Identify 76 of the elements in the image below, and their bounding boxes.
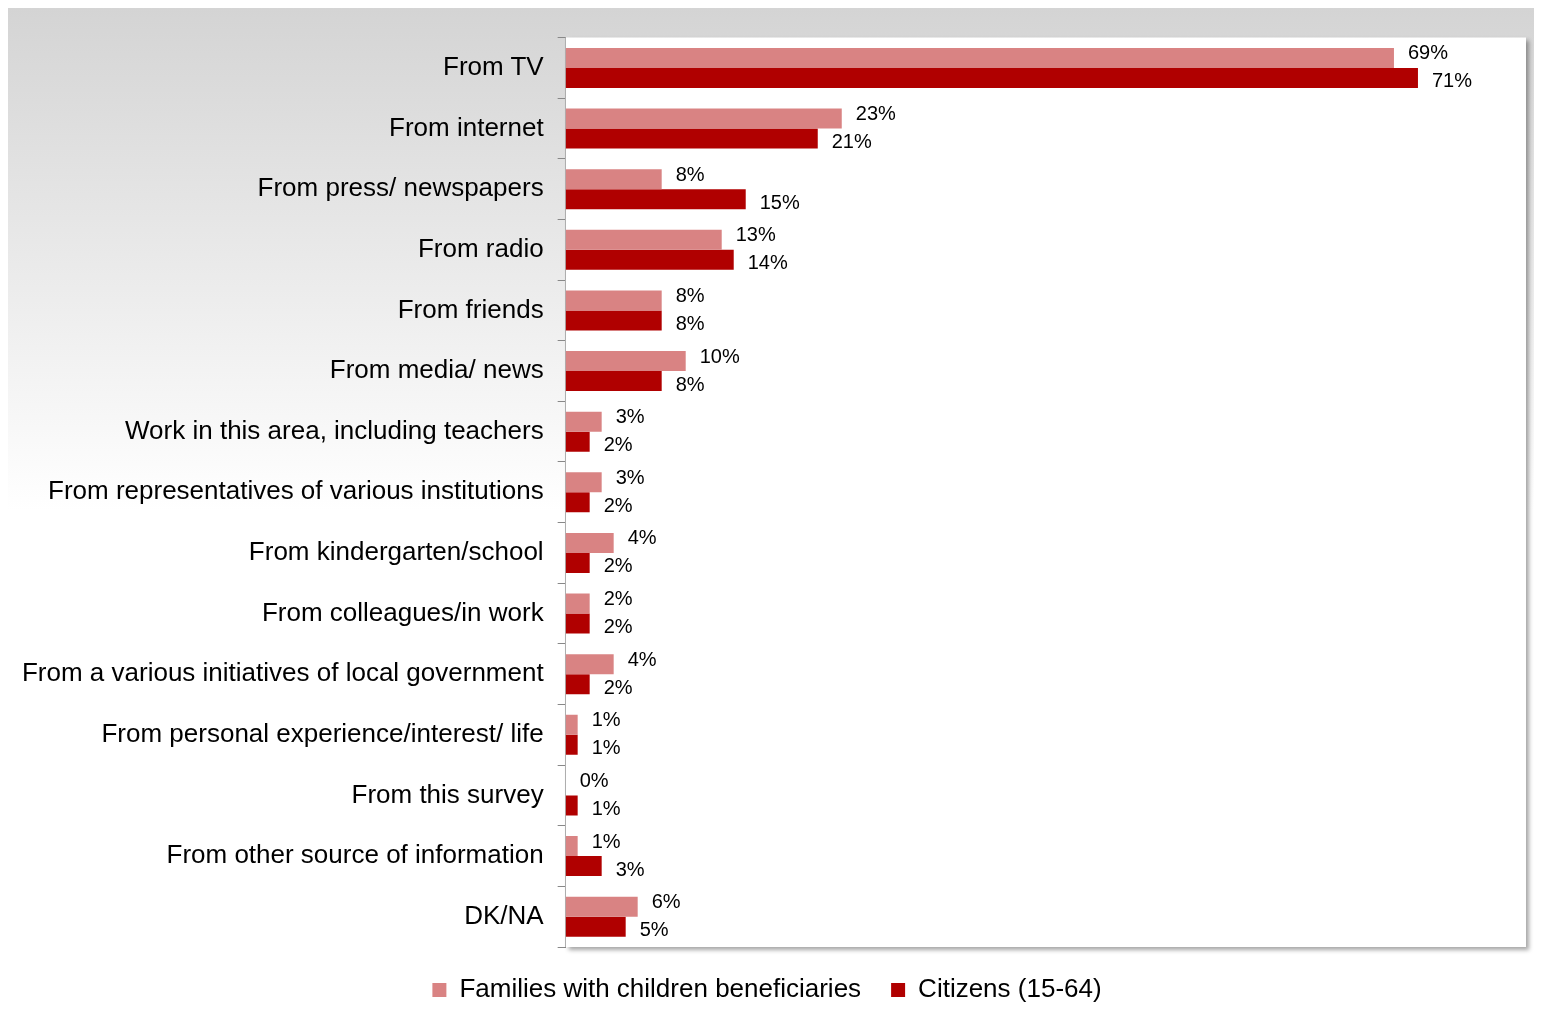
bar	[565, 654, 614, 675]
data-label: 2%	[603, 675, 633, 698]
data-label: 1%	[591, 736, 621, 759]
data-label: 6%	[651, 890, 681, 913]
y-tick-label: Work in this area, including teachers	[125, 414, 544, 445]
bar	[565, 532, 614, 553]
y-tick-label: From friends	[397, 293, 544, 324]
data-label: 14%	[747, 251, 788, 274]
y-tick-label: From personal experience/interest/ life	[101, 717, 544, 748]
data-label: 1%	[591, 708, 621, 731]
data-label: 8%	[675, 311, 705, 334]
bar	[565, 371, 662, 392]
data-label: 10%	[699, 344, 740, 367]
data-label: 4%	[627, 526, 657, 549]
data-label: 69%	[1407, 41, 1449, 64]
data-label: 1%	[591, 829, 621, 852]
data-label: 2%	[603, 615, 633, 638]
y-tick-label: From kindergarten/school	[248, 536, 544, 567]
y-tick-label: From other source of information	[166, 839, 544, 870]
bar	[565, 249, 734, 270]
bar	[565, 492, 590, 513]
y-tick-label: From TV	[443, 51, 545, 82]
data-label: 2%	[603, 433, 633, 456]
bar	[565, 290, 662, 311]
data-label: 8%	[675, 162, 705, 185]
bar	[565, 411, 602, 432]
bar	[565, 714, 578, 735]
data-label: 23%	[855, 102, 897, 125]
data-label: 4%	[627, 647, 657, 670]
bar	[565, 47, 1394, 68]
bar	[565, 795, 578, 816]
y-tick-label: From press/ newspapers	[257, 172, 544, 203]
bar	[565, 67, 1418, 88]
bar	[565, 310, 662, 331]
data-label: 15%	[759, 190, 800, 213]
data-label: 3%	[615, 465, 645, 488]
y-tick-label: DK/NA	[464, 899, 545, 930]
y-tick-label: From colleagues/in work	[261, 596, 545, 627]
data-label: 0%	[579, 768, 609, 791]
legend-label: Citizens (15-64)	[918, 973, 1102, 1004]
bar	[565, 674, 590, 695]
data-label: 1%	[591, 796, 621, 819]
bar	[565, 431, 590, 452]
y-tick-label: From radio	[417, 232, 544, 263]
y-tick-label: From this survey	[351, 778, 544, 809]
bar	[565, 836, 578, 857]
bar	[565, 896, 638, 917]
bar	[565, 351, 686, 372]
bar	[565, 593, 590, 614]
data-label: 2%	[603, 587, 633, 610]
bar	[565, 229, 722, 250]
y-tick-label: From a various initiatives of local government	[21, 657, 545, 688]
data-label: 3%	[615, 405, 645, 428]
data-label: 71%	[1431, 69, 1473, 92]
data-label: 3%	[615, 857, 645, 880]
bar	[565, 552, 590, 573]
bar	[565, 108, 842, 129]
bar	[565, 734, 578, 755]
data-label: 8%	[675, 372, 705, 395]
y-tick-label: From representatives of various institutions	[48, 475, 544, 506]
bar	[565, 613, 590, 634]
y-tick-label: From internet	[389, 111, 545, 142]
data-label: 21%	[831, 130, 872, 153]
data-label: 5%	[639, 918, 669, 941]
bar	[565, 189, 746, 210]
bar	[565, 128, 818, 149]
bar	[565, 169, 662, 190]
bar	[565, 916, 626, 937]
data-label: 2%	[603, 554, 633, 577]
bar	[565, 472, 602, 493]
bar	[565, 856, 602, 877]
data-label: 8%	[675, 283, 705, 306]
legend-label: Families with children beneficiaries	[459, 973, 862, 1004]
data-label: 13%	[735, 223, 776, 246]
data-label: 2%	[603, 493, 633, 516]
y-tick-label: From media/ news	[329, 354, 544, 385]
